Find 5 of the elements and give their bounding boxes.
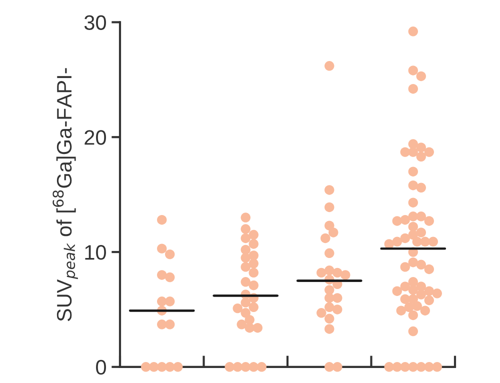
y-tick-label: 30 [84,15,106,30]
y-axis-title: SUV$_{peak}$ of [$^{68}$Ga]Ga-FAPI- [52,68,78,322]
y-tick-label: 10 [85,245,106,260]
y-tick-label: 20 [84,130,106,145]
y-tick-label: 0 [96,360,106,375]
